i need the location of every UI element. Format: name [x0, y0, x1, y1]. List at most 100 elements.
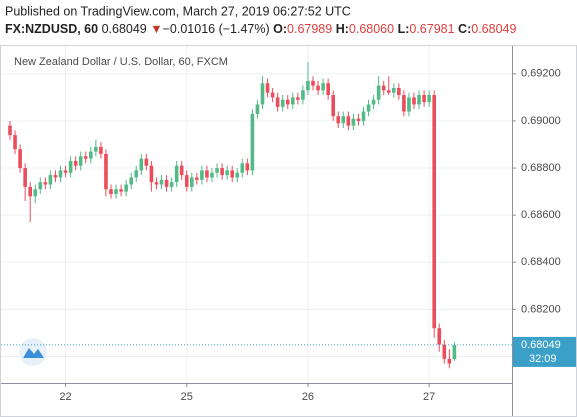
candle-body [139, 158, 144, 171]
close: 0.68049 [471, 22, 516, 36]
candle-body [38, 182, 43, 190]
candle-body [48, 175, 53, 185]
candle-body [397, 87, 401, 96]
published-note: Published on TradingView.com, March 27, … [5, 4, 351, 18]
candle-body [94, 146, 98, 152]
candle-body [417, 95, 421, 105]
candle-body [402, 95, 406, 112]
overlay: 0.69200 0.69000 0.68800 0.68600 0.68400 0.682… [1, 68, 576, 403]
open-label: O: [273, 22, 287, 36]
candle-body [104, 153, 108, 190]
candle-body [154, 182, 159, 185]
candle-body [331, 95, 335, 117]
candle-body [99, 146, 103, 154]
candle-body [149, 165, 154, 183]
candle-body [179, 165, 184, 176]
candle-body [58, 170, 63, 178]
candle-body [68, 160, 73, 173]
countdown: 32:09 [529, 353, 557, 365]
candle-body [442, 344, 447, 359]
candle-body [200, 170, 204, 180]
x-tick-label: 25 [181, 391, 193, 403]
change: −0.01016 (−1.47%) [163, 22, 270, 36]
candle-body [83, 156, 88, 159]
y-tick-label: 0.68600 [521, 209, 561, 221]
chart-legend: New Zealand Dollar / U.S. Dollar, 60, FX… [14, 56, 228, 68]
x-tick-label: 22 [59, 391, 71, 403]
candle-body [230, 170, 234, 178]
candle-body [392, 87, 396, 93]
candle-body [184, 175, 189, 187]
candle-body [235, 172, 240, 178]
candle-body [296, 97, 300, 100]
candle-body [169, 182, 174, 187]
last-price: 0.68049 [102, 22, 147, 36]
x-tick-label: 27 [423, 391, 435, 403]
candle-body [412, 97, 416, 105]
close-label: C: [458, 22, 471, 36]
candle-body [321, 83, 325, 91]
candle-body [8, 125, 12, 136]
candle-body [301, 90, 305, 100]
candle-body [275, 97, 280, 107]
candle-body [432, 95, 436, 329]
candle-body [452, 344, 457, 360]
candle-body [43, 182, 48, 185]
y-tick-label: 0.69200 [521, 68, 561, 80]
y-tick-label: 0.68800 [521, 162, 561, 174]
candle-body [63, 170, 68, 173]
candle-body [220, 168, 224, 176]
x-tick-label: 26 [302, 391, 314, 403]
candle-body [114, 189, 118, 194]
candle-body [144, 158, 149, 166]
candle-body [205, 170, 209, 178]
candles [8, 62, 457, 369]
candle-body [18, 149, 22, 169]
candle-body [427, 95, 431, 103]
candle-body [240, 163, 245, 173]
candle-body [28, 186, 32, 197]
candle-body [356, 118, 361, 121]
high: 0.68060 [349, 22, 394, 36]
y-tick-label: 0.68400 [521, 256, 561, 268]
candle-body [270, 92, 275, 98]
candle-body [124, 184, 128, 192]
high-label: H: [336, 22, 349, 36]
candle-body [159, 179, 164, 185]
y-tick-label: 0.68200 [521, 303, 561, 315]
candle-body [225, 170, 229, 176]
candle-body [23, 168, 27, 187]
candle-body [422, 95, 426, 103]
candle-body [89, 151, 93, 159]
tradingview-logo [19, 338, 47, 366]
candle-body [13, 135, 17, 150]
logo-bg [19, 338, 47, 366]
logo-icon [23, 348, 44, 358]
candle-body [164, 179, 169, 187]
candle-body [109, 189, 113, 194]
candle-body [386, 90, 391, 93]
candle-body [341, 116, 346, 124]
low-label: L: [398, 22, 410, 36]
candle-body [437, 328, 442, 345]
candle-body [306, 80, 310, 91]
candle-body [291, 97, 295, 105]
candle-body [285, 99, 290, 105]
candle-body [210, 172, 214, 178]
candle-body [381, 85, 386, 91]
candle-body [195, 177, 199, 180]
candle-body [190, 177, 194, 187]
candle-body [351, 118, 356, 126]
last-price-label: 0.68049 [521, 339, 561, 351]
candle-body [215, 168, 219, 173]
candle-body [407, 97, 411, 112]
candle-body [250, 113, 255, 171]
candle-body [376, 85, 381, 100]
candle-body [174, 165, 179, 183]
candle-body [346, 116, 351, 126]
candle-body [245, 163, 250, 171]
change-arrow: ▼ [150, 22, 162, 36]
candle-body [326, 83, 330, 96]
